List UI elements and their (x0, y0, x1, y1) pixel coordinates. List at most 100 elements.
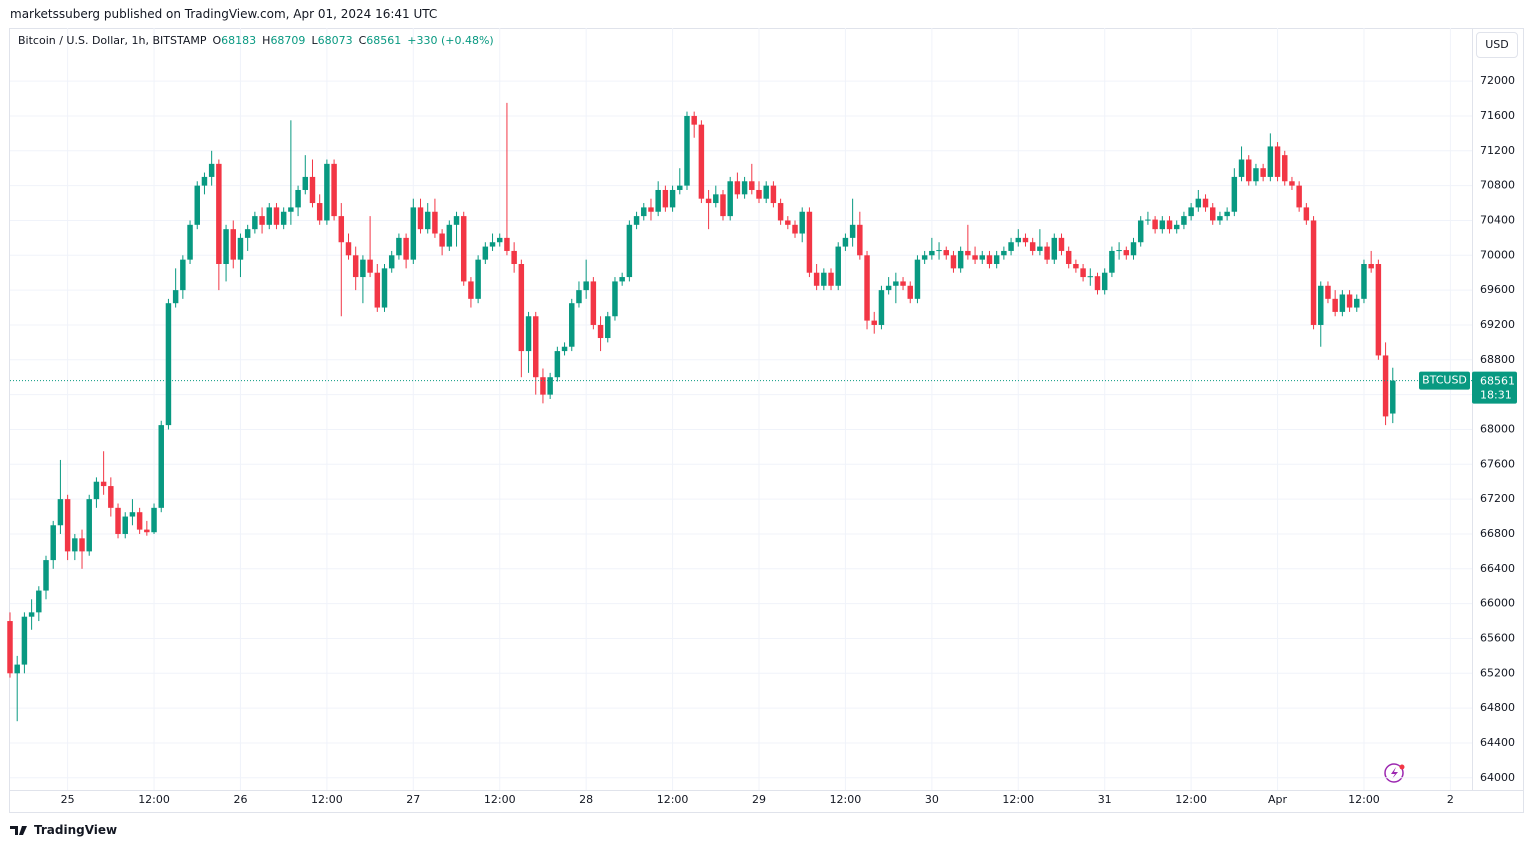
candle-body (1354, 298, 1360, 308)
tv-logo (10, 826, 27, 835)
x-tick-label: 30 (925, 793, 939, 806)
candle-body (100, 481, 107, 487)
y-tick-label: 64400 (1480, 736, 1515, 749)
candle-body (468, 281, 474, 299)
candle-body (115, 507, 121, 534)
candle-body (698, 124, 705, 199)
candle-body (432, 211, 438, 234)
candle-body (158, 425, 164, 508)
candle-body (295, 189, 301, 208)
candle-body (1137, 220, 1144, 243)
candle-body (957, 250, 964, 269)
candle-body (907, 285, 913, 299)
candle-body (655, 189, 661, 212)
candle-body (619, 277, 625, 282)
legend-value: 68561 (366, 34, 402, 47)
candle-body (1318, 285, 1324, 325)
candle-body (1260, 168, 1266, 177)
candle-body (410, 207, 417, 260)
candle-body (792, 224, 798, 234)
candle-body (554, 351, 561, 378)
candle-body (86, 499, 92, 552)
candle-body (720, 194, 726, 217)
candle-body (835, 246, 841, 286)
candle-body (734, 181, 741, 195)
candle-body (50, 525, 56, 561)
candle-body (1080, 268, 1086, 278)
x-tick-label: 29 (752, 793, 766, 806)
candle-body (180, 259, 186, 291)
candle-body (403, 237, 409, 260)
candle-body (309, 176, 316, 204)
candle-body (482, 246, 489, 260)
symbol-label: BTCUSD (1422, 374, 1467, 387)
candle-body (1152, 219, 1158, 230)
symbol-title: Bitcoin / U.S. Dollar, 1h, BITSTAMP (18, 34, 207, 47)
legend-value: 68073 (317, 34, 353, 47)
candle-body (504, 237, 510, 251)
candle-body (316, 203, 323, 221)
candle-body (893, 281, 899, 286)
y-tick-label: 69200 (1480, 318, 1515, 331)
candle-body (648, 207, 654, 212)
candle-body (713, 194, 719, 204)
y-tick-label: 66400 (1480, 562, 1515, 575)
price-tag (1472, 371, 1517, 404)
candle-body (237, 237, 244, 260)
legend-key: L (311, 34, 318, 47)
candle-body (424, 211, 431, 230)
candle-body (1109, 250, 1115, 273)
candle-body (446, 224, 453, 247)
brand: TradingView (34, 823, 118, 837)
candle-body (460, 216, 467, 282)
candle-body (612, 281, 618, 317)
y-tick-label: 70400 (1480, 213, 1515, 226)
currency-button[interactable]: USD (1476, 32, 1518, 58)
candle-body (1029, 242, 1036, 251)
candle-body (1022, 237, 1029, 243)
candle-body (1094, 276, 1101, 291)
candle-body (1159, 220, 1166, 230)
candle-body (1065, 250, 1072, 265)
candle-body (921, 255, 928, 260)
candle-body (518, 264, 525, 352)
x-tick-label: 12:00 (484, 793, 516, 806)
candle-body (878, 290, 885, 325)
candle-body (194, 185, 200, 225)
candle-body (1368, 264, 1374, 269)
candle-body (1116, 250, 1122, 252)
candle-body (252, 216, 258, 230)
candle-body (1267, 146, 1274, 177)
candle-body (208, 163, 215, 177)
x-tick-label: 12:00 (1348, 793, 1380, 806)
candle-body (1037, 246, 1043, 251)
candle-body (749, 181, 755, 190)
candle-body (1145, 219, 1151, 221)
y-tick-label: 70000 (1480, 248, 1515, 261)
candle-body (244, 229, 251, 238)
y-tick-label: 69600 (1480, 283, 1515, 296)
candle-body (122, 516, 128, 534)
candle-body (14, 664, 20, 674)
y-tick-label: 70800 (1480, 179, 1515, 192)
candle-body (943, 250, 949, 256)
candle-body (569, 303, 575, 347)
legend-value: 68183 (221, 34, 257, 47)
candle-body (1166, 220, 1173, 230)
candle-body (165, 303, 172, 426)
candle-body (496, 237, 503, 243)
candle-body (43, 560, 49, 591)
x-tick-label: 12:00 (138, 793, 170, 806)
candle-body (986, 255, 993, 265)
legend-key: H (262, 34, 271, 47)
candle-body (302, 176, 309, 190)
x-tick-label: 12:00 (830, 793, 862, 806)
candle-body (1173, 224, 1180, 230)
candle-body (1238, 159, 1245, 177)
candle-body (1217, 216, 1223, 221)
y-tick-label: 64800 (1480, 701, 1515, 714)
candle-body (1303, 207, 1310, 221)
candle-body (1181, 216, 1187, 225)
candle-body (590, 281, 597, 325)
